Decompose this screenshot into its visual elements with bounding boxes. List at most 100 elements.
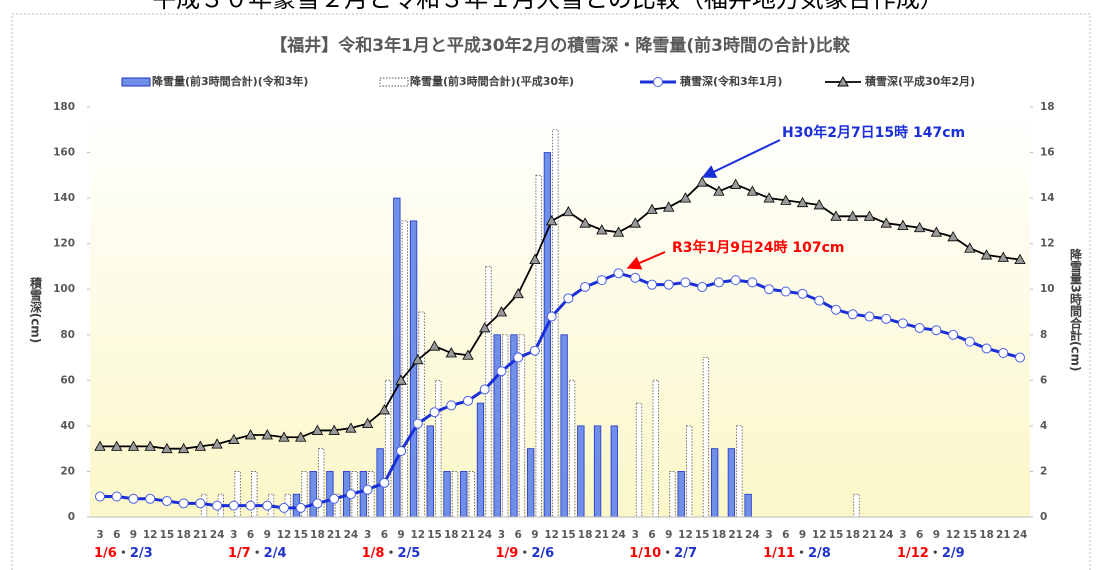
x-tick-label: 24 xyxy=(879,529,894,541)
marker xyxy=(964,336,975,347)
marker xyxy=(713,185,725,196)
bar xyxy=(451,471,459,518)
y-tick-label: 0 xyxy=(68,511,75,523)
separator: ・ xyxy=(929,546,942,561)
marker xyxy=(981,343,992,354)
bar xyxy=(677,471,685,518)
marker xyxy=(763,192,775,203)
x-tick-label: 18 xyxy=(979,529,994,541)
legend-icon xyxy=(653,77,663,87)
date-label: 1/10・2/7 xyxy=(629,546,697,561)
bar xyxy=(593,425,602,518)
marker xyxy=(412,354,424,365)
y2-axis-label: 降雪量3時間合計(cm) xyxy=(1069,247,1083,371)
marker xyxy=(161,442,173,454)
x-tick-label: 3 xyxy=(765,529,772,541)
marker xyxy=(780,194,792,205)
marker xyxy=(495,306,508,317)
bar xyxy=(652,379,659,518)
bar xyxy=(318,448,325,518)
y-tick-label: 160 xyxy=(53,147,75,159)
marker xyxy=(512,287,524,299)
x-tick-label: 9 xyxy=(130,529,137,541)
marker xyxy=(596,224,608,235)
marker xyxy=(295,431,307,442)
bar xyxy=(234,471,241,518)
bar xyxy=(443,471,451,518)
marker xyxy=(913,221,926,233)
marker xyxy=(329,493,340,504)
bar xyxy=(493,334,501,518)
bar xyxy=(468,471,475,518)
date: 1/9 xyxy=(495,546,518,561)
x-tick-label: 12 xyxy=(544,529,559,541)
bar xyxy=(702,357,710,518)
marker xyxy=(596,275,607,286)
x-tick-label: 12 xyxy=(411,529,426,541)
marker xyxy=(145,493,156,504)
marker xyxy=(161,496,172,507)
marker xyxy=(144,440,156,451)
legend-icon xyxy=(121,77,151,87)
marker xyxy=(713,277,724,288)
annotation-arrow xyxy=(626,251,666,270)
y-tick-label: 40 xyxy=(60,420,75,432)
date: 1/7 xyxy=(228,546,251,561)
date: 2/6 xyxy=(531,546,554,561)
x-tick-label: 12 xyxy=(143,529,158,541)
bar xyxy=(418,311,425,518)
y2-tick-label: 8 xyxy=(1040,329,1047,341)
x-tick-label: 6 xyxy=(782,529,789,541)
separator: ・ xyxy=(251,546,264,561)
marker xyxy=(278,431,290,442)
bar xyxy=(560,334,568,518)
date: 1/10 xyxy=(629,546,661,561)
y-tick-label: 60 xyxy=(60,374,75,386)
x-tick-label: 24 xyxy=(1013,529,1028,541)
marker xyxy=(177,442,190,454)
legend-label: 積雪深(令和3年1月) xyxy=(679,74,782,88)
marker xyxy=(513,352,524,363)
x-tick-label: 12 xyxy=(946,529,961,541)
marker xyxy=(947,231,959,242)
marker xyxy=(580,281,591,292)
x-tick-label: 12 xyxy=(277,529,292,541)
x-tick-label: 9 xyxy=(665,529,672,541)
date: 2/5 xyxy=(397,546,420,561)
legend-label: 降雪量(前3時間合計)(平成30年) xyxy=(410,74,574,88)
marker xyxy=(813,199,825,210)
x-tick-label: 3 xyxy=(498,529,505,541)
bar xyxy=(736,425,743,518)
marker xyxy=(228,433,240,444)
marker xyxy=(797,288,808,299)
x-tick-label: 3 xyxy=(899,529,906,541)
x-tick-label: 9 xyxy=(933,529,940,541)
marker xyxy=(295,502,306,513)
x-tick-label: 6 xyxy=(381,529,388,541)
x-tick-label: 12 xyxy=(678,529,693,541)
bar xyxy=(460,471,468,518)
x-tick-label: 15 xyxy=(963,529,978,541)
marker xyxy=(445,347,457,358)
date-label: 1/12・2/9 xyxy=(897,546,965,561)
x-tick-label: 18 xyxy=(310,529,325,541)
x-tick-label: 15 xyxy=(427,529,442,541)
bar xyxy=(669,471,676,518)
marker xyxy=(328,424,340,435)
separator: ・ xyxy=(518,546,531,561)
x-tick-label: 9 xyxy=(531,529,538,541)
x-tick-label: 18 xyxy=(444,529,459,541)
y-axis-label: 積雪深(cm) xyxy=(29,275,43,343)
bar xyxy=(251,471,258,518)
x-tick-label: 24 xyxy=(477,529,492,541)
separator: ・ xyxy=(117,546,130,561)
marker xyxy=(612,226,625,237)
x-tick-label: 24 xyxy=(611,529,626,541)
date: 2/7 xyxy=(674,546,697,561)
date-label: 1/6・2/3 xyxy=(94,546,153,561)
x-tick-label: 15 xyxy=(293,529,308,541)
frame xyxy=(11,13,1091,570)
x-tick-label: 15 xyxy=(695,529,710,541)
marker xyxy=(245,500,256,511)
